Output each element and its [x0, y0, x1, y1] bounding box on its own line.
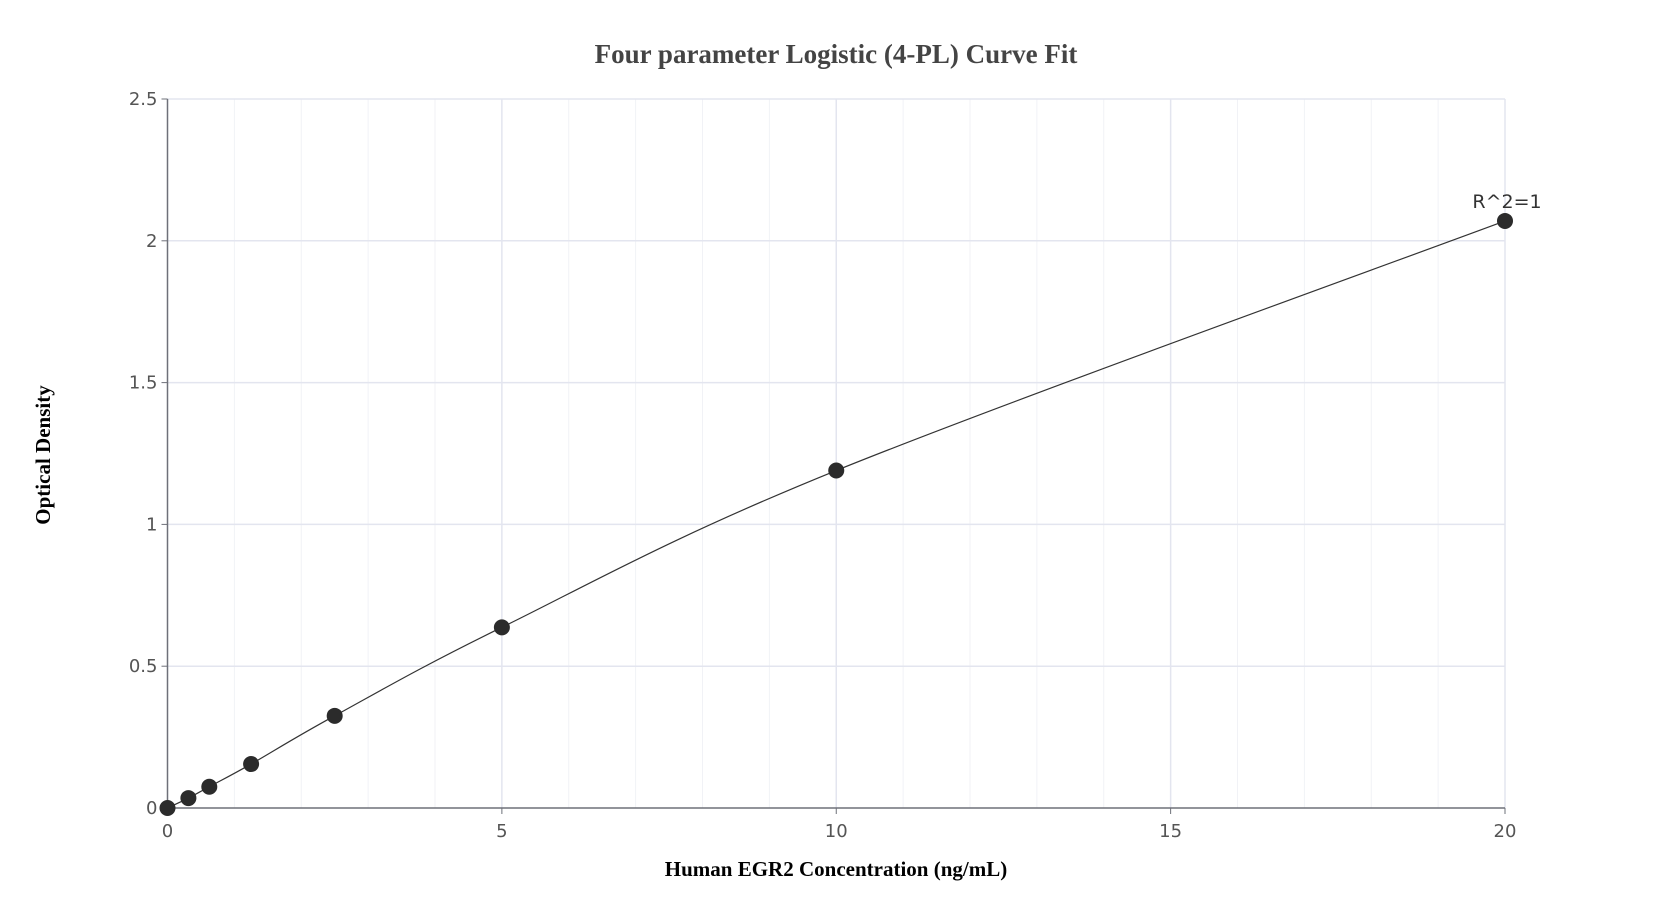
- chart-title: Four parameter Logistic (4-PL) Curve Fit: [595, 39, 1078, 69]
- axes: 0 5 10 15 20 0 0.5 1 1.5 2 2.5: [129, 89, 1517, 842]
- y-tick-label: 0: [146, 798, 157, 819]
- data-point: [1497, 212, 1513, 229]
- y-tick-label: 1.5: [129, 373, 158, 394]
- data-point: [326, 707, 343, 724]
- x-axis-label: Human EGR2 Concentration (ng/mL): [665, 857, 1007, 881]
- data-point: [828, 462, 845, 479]
- y-tick-label: 2: [146, 231, 157, 252]
- y-tick-label: 0.5: [129, 656, 158, 677]
- y-tick-label: 2.5: [129, 89, 158, 110]
- x-tick-label: 20: [1494, 821, 1517, 842]
- x-tick-label: 15: [1159, 821, 1182, 842]
- r-squared-annotation: R^2=1: [1472, 191, 1541, 213]
- y-axis-label: Optical Density: [31, 385, 55, 525]
- x-tick-label: 10: [825, 821, 848, 842]
- data-point: [180, 790, 197, 807]
- y-tick-label: 1: [146, 514, 157, 535]
- data-point: [493, 619, 510, 636]
- data-point: [243, 756, 260, 773]
- data-point: [159, 800, 176, 816]
- x-tick-label: 5: [496, 821, 507, 842]
- data-point: [201, 778, 218, 795]
- data-points: [159, 212, 1513, 816]
- x-tick-label: 0: [162, 821, 173, 842]
- grid: [167, 98, 1506, 808]
